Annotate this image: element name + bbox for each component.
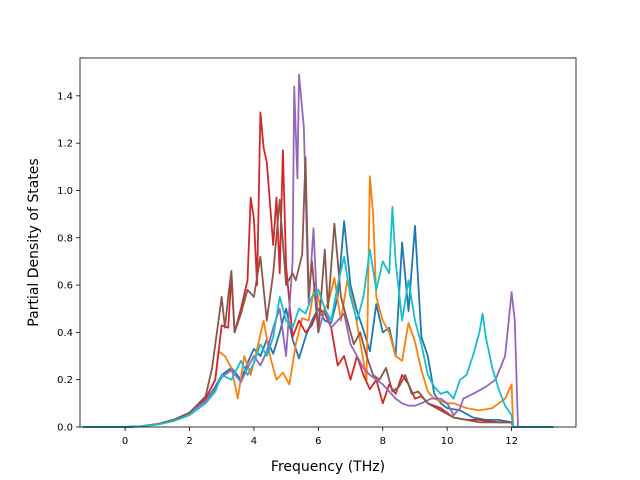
y-tick-label: 1.2	[57, 139, 73, 150]
x-tick-label: 2	[186, 436, 192, 447]
y-tick-label: 0.0	[57, 423, 73, 434]
series-line-3	[83, 111, 554, 428]
series-line-5	[83, 156, 554, 428]
y-tick-label: 0.8	[57, 233, 73, 244]
x-axis-ticks: 0 2 4 6 8 10 12	[122, 427, 518, 447]
y-tick-label: 0.6	[57, 281, 73, 292]
x-tick-label: 10	[441, 436, 454, 447]
y-axis-label: Partial Density of States	[26, 158, 42, 326]
y-tick-label: 0.2	[57, 375, 73, 386]
series-lines	[83, 73, 554, 428]
y-tick-label: 1.0	[57, 186, 73, 197]
x-tick-label: 6	[315, 436, 321, 447]
series-line-2	[83, 175, 554, 428]
series-line-4	[83, 73, 554, 428]
x-tick-label: 8	[380, 436, 386, 447]
y-tick-label: 1.4	[57, 91, 73, 102]
y-tick-label: 0.4	[57, 328, 73, 339]
y-axis-ticks: 0.0 0.2 0.4 0.6 0.8 1.0 1.2 1.4	[57, 91, 80, 434]
x-tick-label: 4	[251, 436, 257, 447]
series-line-6	[83, 206, 554, 428]
x-tick-label: 12	[505, 436, 518, 447]
plot-frame	[79, 57, 577, 428]
series-line-1	[83, 220, 554, 428]
x-axis-label: Frequency (THz)	[271, 459, 385, 475]
x-tick-label: 0	[122, 436, 128, 447]
